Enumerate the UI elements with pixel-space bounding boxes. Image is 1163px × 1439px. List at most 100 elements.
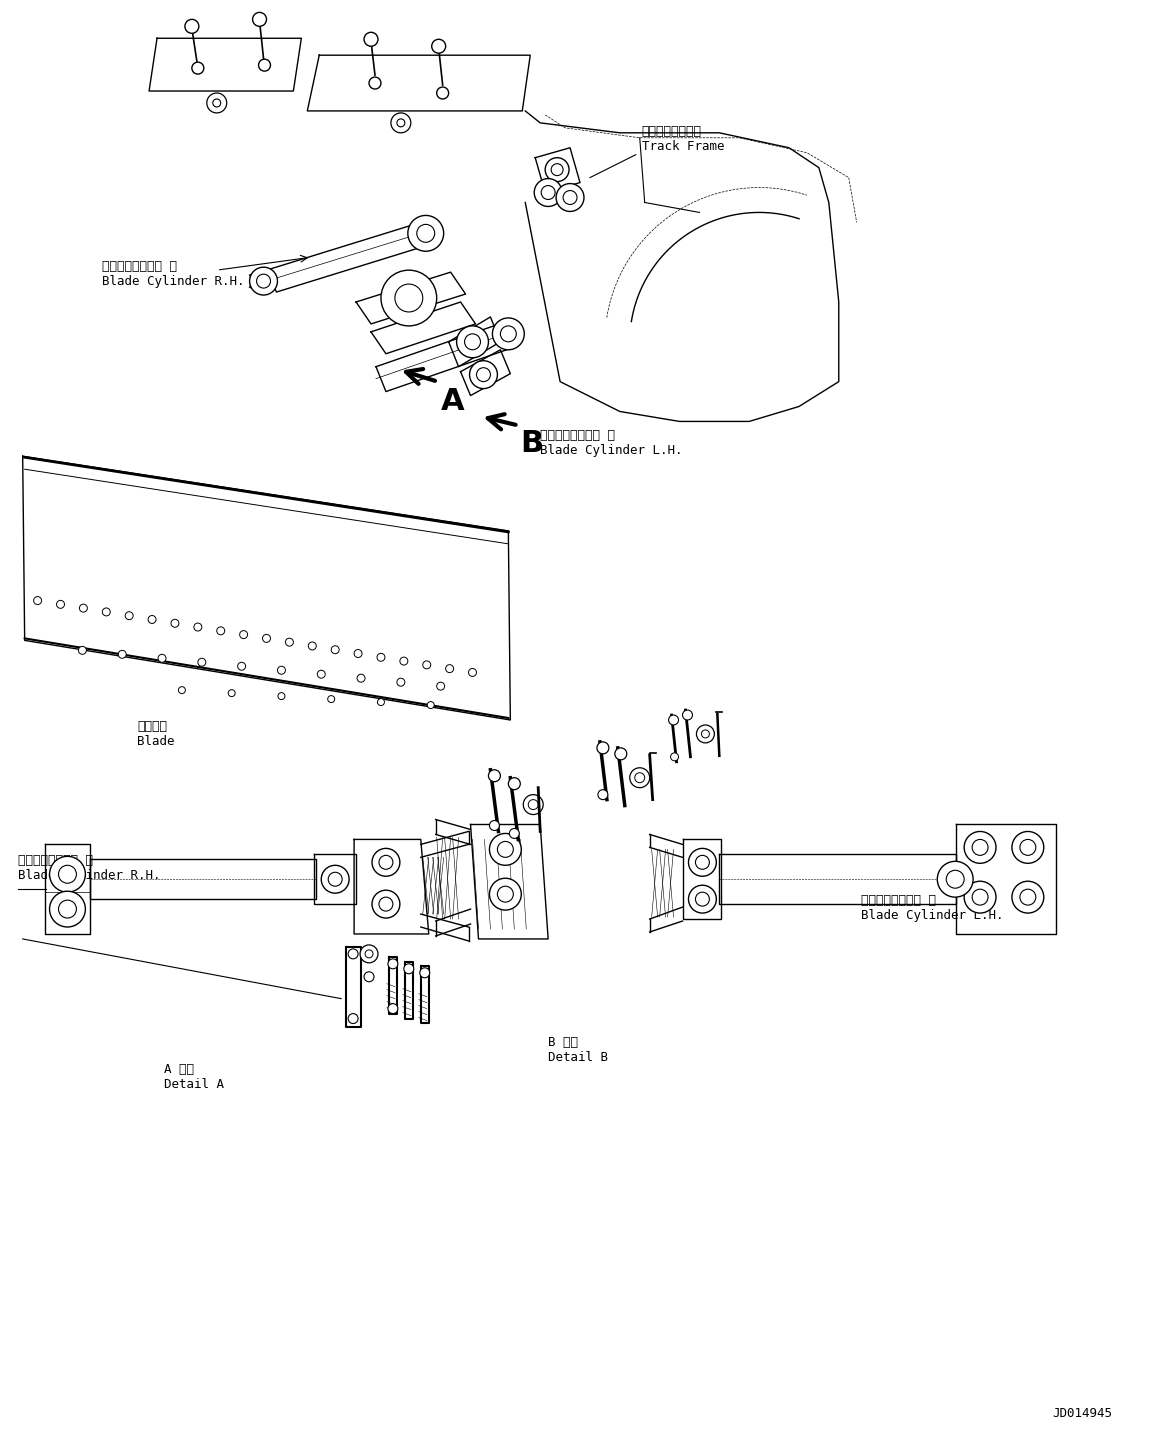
Polygon shape [314,855,356,904]
Circle shape [464,334,480,350]
Circle shape [194,623,202,632]
Circle shape [328,872,342,886]
Circle shape [372,891,400,918]
Circle shape [278,692,285,699]
Circle shape [431,39,445,53]
Circle shape [695,892,709,907]
Circle shape [427,702,434,708]
Circle shape [1012,832,1043,863]
Text: Detail B: Detail B [548,1052,608,1065]
Circle shape [509,829,520,839]
Text: Blade Cylinder R.H.: Blade Cylinder R.H. [17,869,160,882]
Text: トラックフレーム: トラックフレーム [642,125,701,138]
Circle shape [34,597,42,604]
Polygon shape [266,223,430,292]
Circle shape [79,604,87,612]
Circle shape [445,665,454,672]
Circle shape [50,856,85,892]
Text: Blade Cylinder R.H.: Blade Cylinder R.H. [102,275,244,288]
Circle shape [457,325,488,358]
Circle shape [508,777,520,790]
Circle shape [490,833,521,865]
Circle shape [671,753,678,761]
Text: A 詳細: A 詳細 [164,1063,194,1076]
Circle shape [545,158,569,181]
Circle shape [228,689,235,696]
Text: ブレードシリンダ 右: ブレードシリンダ 右 [102,260,177,273]
Circle shape [701,730,709,738]
Circle shape [615,748,627,760]
Circle shape [490,820,499,830]
Circle shape [257,275,271,288]
Circle shape [102,607,110,616]
Circle shape [198,658,206,666]
Polygon shape [405,961,413,1019]
Circle shape [237,662,245,671]
Circle shape [185,19,199,33]
Text: B 詳細: B 詳細 [548,1036,578,1049]
Circle shape [388,1003,398,1013]
Circle shape [541,186,555,200]
Circle shape [379,896,393,911]
Circle shape [563,190,577,204]
Circle shape [388,958,398,968]
Circle shape [58,901,77,918]
Circle shape [378,698,385,705]
Circle shape [119,650,126,658]
Polygon shape [23,456,511,720]
Circle shape [372,849,400,876]
Circle shape [397,119,405,127]
Circle shape [377,653,385,662]
Circle shape [695,855,709,869]
Text: B: B [520,429,543,459]
Text: ブレードシリンダ 左: ブレードシリンダ 左 [540,429,615,442]
Circle shape [171,619,179,627]
Circle shape [523,794,543,814]
Text: Blade: Blade [137,735,174,748]
Circle shape [354,649,362,658]
Polygon shape [471,825,548,938]
Circle shape [397,678,405,686]
Circle shape [263,635,271,642]
Circle shape [528,800,538,810]
Circle shape [391,112,411,132]
Circle shape [78,646,86,655]
Text: ブレード: ブレード [137,720,167,732]
Text: JD014945: JD014945 [1053,1407,1113,1420]
Text: Detail A: Detail A [164,1078,224,1091]
Circle shape [278,666,285,675]
Circle shape [470,361,498,389]
Circle shape [400,658,408,665]
Polygon shape [347,947,361,1026]
Polygon shape [376,322,515,391]
Circle shape [697,725,714,743]
Circle shape [597,743,609,754]
Polygon shape [356,272,465,324]
Circle shape [361,945,378,963]
Circle shape [348,948,358,958]
Polygon shape [307,55,530,111]
Circle shape [436,86,449,99]
Text: ブレードシリンダ 右: ブレードシリンダ 右 [17,855,93,868]
Circle shape [192,62,204,73]
Circle shape [408,216,443,252]
Circle shape [436,682,444,691]
Circle shape [58,865,77,884]
Polygon shape [149,39,301,91]
Circle shape [321,865,349,894]
Circle shape [534,178,562,206]
Circle shape [369,78,381,89]
Circle shape [379,855,393,869]
Circle shape [688,885,716,914]
Circle shape [357,675,365,682]
Circle shape [488,770,500,781]
Circle shape [328,695,335,702]
Circle shape [308,642,316,650]
Polygon shape [91,859,316,899]
Circle shape [492,318,525,350]
Circle shape [490,878,521,909]
Circle shape [683,709,692,720]
Circle shape [1020,839,1036,855]
Circle shape [364,32,378,46]
Text: A: A [441,387,464,416]
